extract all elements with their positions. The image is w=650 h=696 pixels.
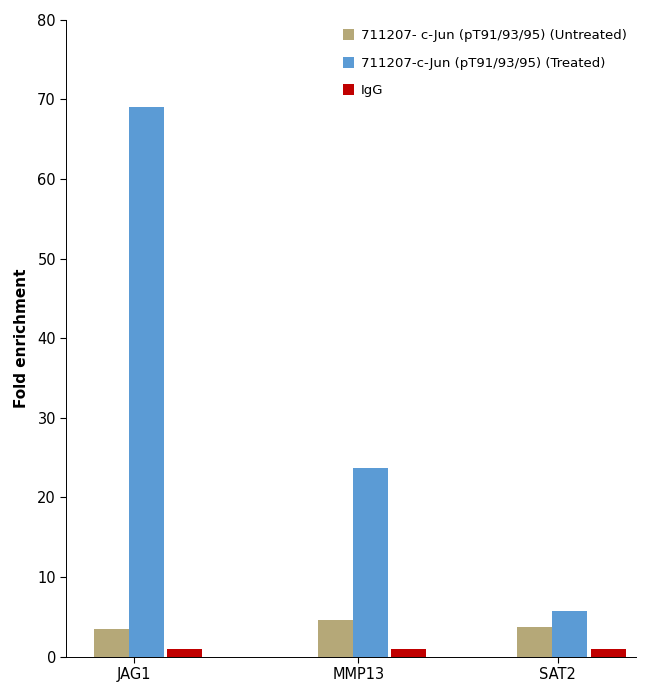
Bar: [94, 628, 129, 657]
Bar: [318, 620, 353, 657]
Bar: [517, 627, 552, 657]
Legend: 711207- c-Jun (pT91/93/95) (Untreated), 711207-c-Jun (pT91/93/95) (Treated), IgG: 711207- c-Jun (pT91/93/95) (Untreated), …: [337, 24, 632, 102]
Bar: [167, 649, 202, 657]
Bar: [591, 649, 626, 657]
Bar: [353, 468, 388, 657]
Bar: [552, 610, 587, 657]
Bar: [129, 107, 164, 657]
Y-axis label: Fold enrichment: Fold enrichment: [14, 269, 29, 408]
Bar: [391, 649, 426, 657]
